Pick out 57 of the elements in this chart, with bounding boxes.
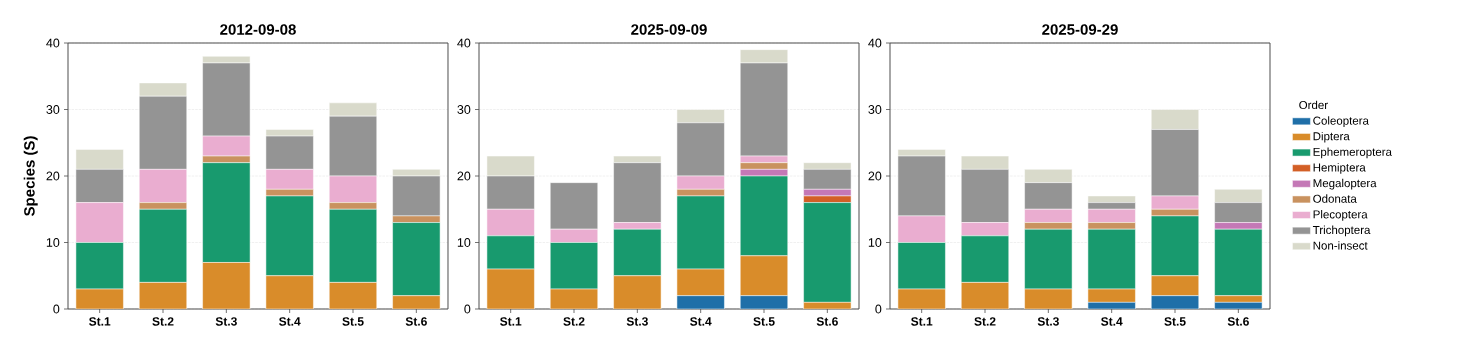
legend-label: Megaloptera xyxy=(1313,178,1377,190)
bar xyxy=(139,282,187,309)
legend-label: Plecoptera xyxy=(1313,209,1368,221)
bar xyxy=(740,255,788,296)
bar xyxy=(1151,275,1200,296)
y-tick-label: 40 xyxy=(457,38,471,48)
x-tick-label: St.3 xyxy=(626,317,648,326)
y-tick-label: 20 xyxy=(868,171,882,181)
x-tick-label: St.2 xyxy=(152,317,174,326)
x-tick-label: St.4 xyxy=(1101,317,1123,326)
x-tick-label: St.2 xyxy=(974,317,996,326)
y-tick-label: 0 xyxy=(464,304,471,314)
y-tick-label: 20 xyxy=(46,171,60,181)
x-tick-label: St.1 xyxy=(89,317,111,326)
y-tick-label: 40 xyxy=(46,38,60,48)
x-tick-label: St.5 xyxy=(1164,317,1186,326)
bar xyxy=(202,262,251,309)
y-tick-label: 10 xyxy=(868,238,882,247)
y-tick-label: 40 xyxy=(868,38,882,48)
x-tick-label: St.2 xyxy=(563,317,585,326)
x-tick-label: St.3 xyxy=(215,317,237,326)
bar xyxy=(961,282,1009,309)
chart-title: 2025-09-09 xyxy=(631,24,707,35)
x-tick-label: St.4 xyxy=(690,317,712,326)
x-tick-label: St.1 xyxy=(500,317,522,326)
x-tick-label: St.1 xyxy=(911,317,933,326)
y-tick-label: 10 xyxy=(457,238,471,247)
legend-label: Hemiptera xyxy=(1313,163,1366,174)
x-tick-label: St.6 xyxy=(816,317,838,326)
legend-label: Coleoptera xyxy=(1313,116,1369,127)
bar xyxy=(329,282,377,309)
y-tick-label: 30 xyxy=(46,105,60,114)
legend-label: Non-insect xyxy=(1313,241,1368,250)
bar xyxy=(676,268,725,296)
legend-label: Odonata xyxy=(1313,194,1357,203)
y-tick-label: 30 xyxy=(868,105,882,114)
y-axis-title: Species (S) xyxy=(23,136,38,216)
x-tick-label: St.5 xyxy=(342,317,364,326)
bar xyxy=(486,268,535,309)
y-tick-label: 10 xyxy=(46,238,60,247)
x-tick-label: St.3 xyxy=(1037,317,1059,326)
y-tick-label: 0 xyxy=(875,304,882,314)
bar xyxy=(613,275,662,309)
x-tick-label: St.6 xyxy=(405,317,427,326)
y-tick-label: 0 xyxy=(53,304,60,314)
x-tick-label: St.6 xyxy=(1227,317,1249,326)
y-tick-label: 30 xyxy=(457,105,471,114)
y-tick-label: 20 xyxy=(457,171,471,181)
bar xyxy=(265,275,314,309)
chart-title: 2025-09-29 xyxy=(1042,24,1118,35)
legend-label: Ephemeroptera xyxy=(1313,147,1392,159)
chart-title: 2012-09-08 xyxy=(220,24,296,35)
legend-label: Diptera xyxy=(1313,131,1350,143)
x-tick-label: St.5 xyxy=(753,317,775,326)
legend-label: Trichoptera xyxy=(1312,225,1371,237)
legend-title: Order xyxy=(1299,100,1328,110)
x-tick-label: St.4 xyxy=(279,317,301,326)
